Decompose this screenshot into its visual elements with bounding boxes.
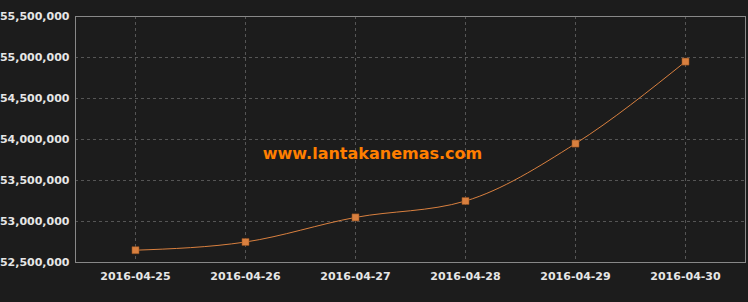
- svg-text:54,000,000: 54,000,000: [0, 133, 70, 146]
- svg-text:55,500,000: 55,500,000: [0, 10, 70, 23]
- svg-text:2016-04-26: 2016-04-26: [210, 270, 281, 283]
- svg-text:2016-04-25: 2016-04-25: [100, 270, 170, 283]
- svg-text:2016-04-30: 2016-04-30: [650, 270, 721, 283]
- svg-text:53,000,000: 53,000,000: [0, 215, 70, 228]
- svg-text:2016-04-28: 2016-04-28: [430, 270, 500, 283]
- svg-text:www.lantakanemas.com: www.lantakanemas.com: [263, 144, 482, 163]
- svg-text:2016-04-27: 2016-04-27: [320, 270, 390, 283]
- svg-text:53,500,000: 53,500,000: [0, 174, 70, 187]
- svg-text:52,500,000: 52,500,000: [0, 256, 70, 269]
- svg-text:55,000,000: 55,000,000: [0, 51, 70, 64]
- svg-text:54,500,000: 54,500,000: [0, 92, 70, 105]
- svg-text:2016-04-29: 2016-04-29: [540, 270, 610, 283]
